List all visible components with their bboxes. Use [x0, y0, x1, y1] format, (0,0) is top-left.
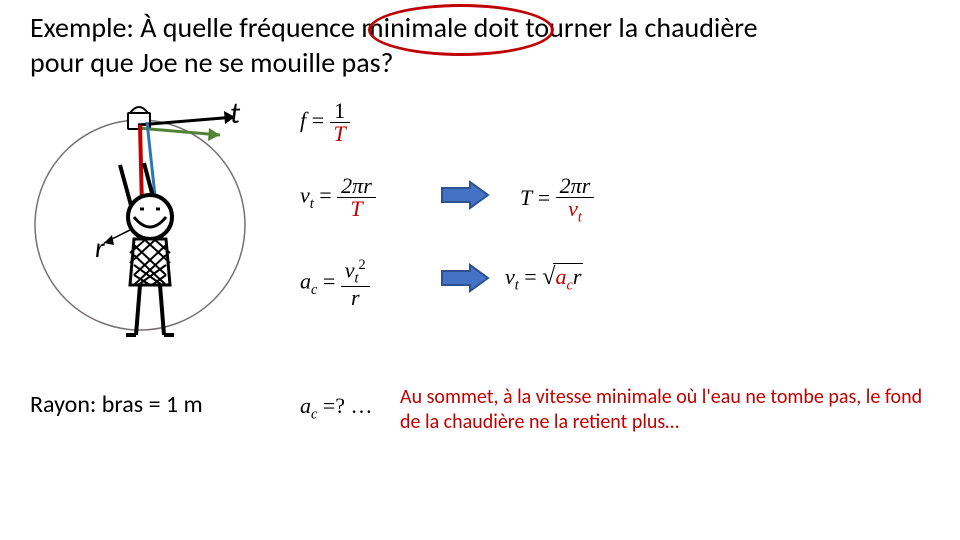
eq-vt-solved: vt = acr — [505, 265, 583, 293]
summit-note: Au sommet, à la vitesse minimale où l'ea… — [400, 385, 940, 435]
example-title: Exemple: À quelle fréquence minimale doi… — [30, 10, 930, 80]
arrow-icon — [440, 180, 490, 210]
label-r: r — [95, 230, 105, 265]
radius-text: Rayon: bras = 1 m — [30, 390, 203, 419]
eq-frequency: f = 1T — [300, 100, 350, 145]
eq-ac: ac = vt2r — [300, 258, 370, 309]
arrow-icon — [440, 263, 490, 293]
eq-vt: vt = 2πrT — [300, 175, 376, 220]
title-line-1: Exemple: À quelle fréquence minimale doi… — [30, 10, 758, 45]
slide: { "title_line1": "Exemple: À quelle fréq… — [0, 0, 960, 540]
eq-period: T = 2πrvt — [520, 175, 594, 225]
joe-figure — [110, 145, 200, 345]
label-t: t — [230, 95, 240, 132]
eq-ac-question: ac =? … — [300, 395, 373, 422]
title-line-2: pour que Joe ne se mouille pas? — [30, 45, 394, 80]
